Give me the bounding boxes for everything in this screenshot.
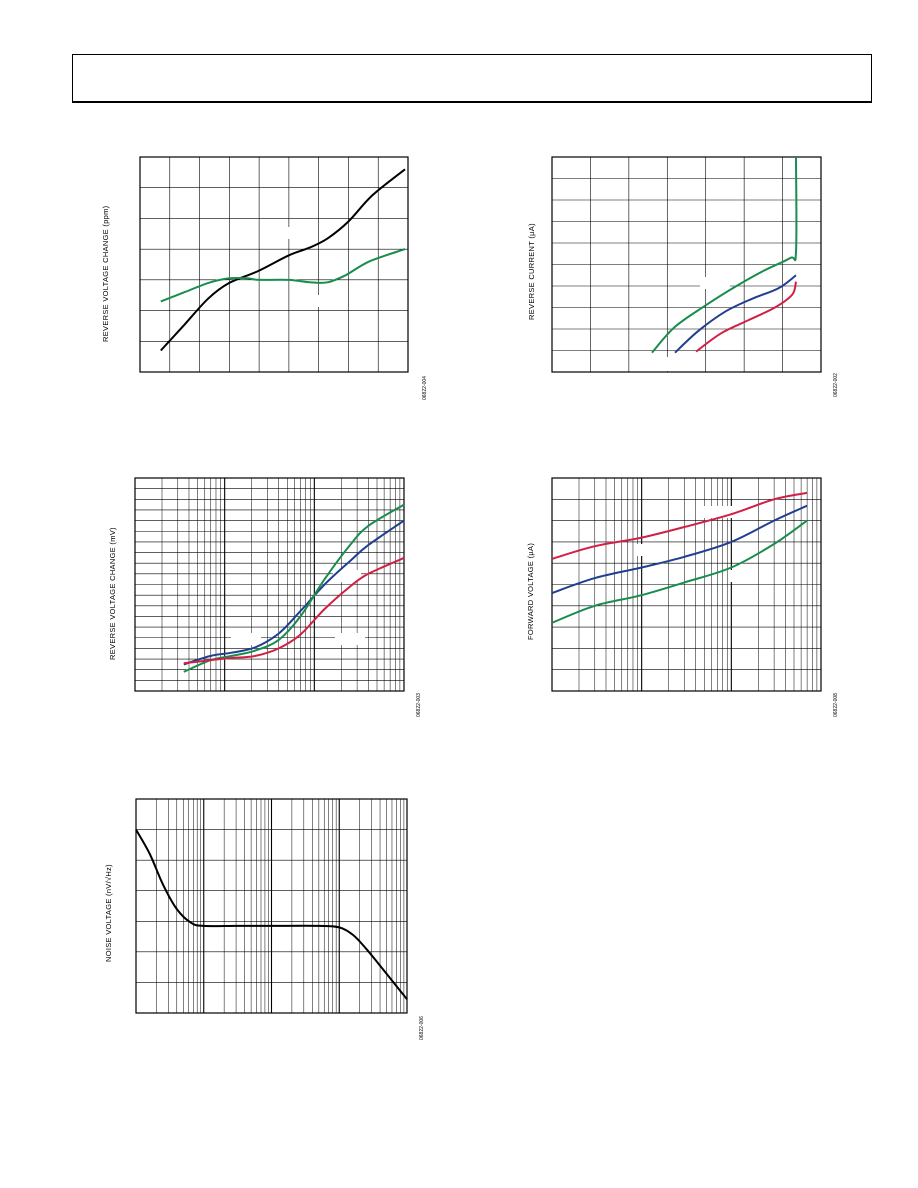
chart4-figure-id: 06822-008 [833, 693, 839, 717]
label-box-blank [700, 277, 730, 289]
series-line-red [551, 491, 808, 560]
chart3-y-axis-label: REVERSE VOLTAGE CHANGE (mV) [108, 527, 117, 660]
label-box-blank [702, 506, 732, 518]
chart5-y-axis-label: NOISE VOLTAGE (nV/√Hz) [104, 864, 113, 962]
plot-grid [552, 478, 821, 691]
chart2-y-axis-label: REVERSE CURRENT (µA) [527, 223, 536, 320]
plot-frame [551, 156, 822, 373]
chart1-y-axis-label: REVERSE VOLTAGE CHANGE (ppm) [101, 205, 110, 342]
label-box-blank [636, 544, 666, 556]
label-box-blank [730, 570, 758, 582]
series-line-blue [551, 504, 808, 594]
series-line-blue [674, 274, 797, 354]
series-line-green [551, 519, 808, 624]
label-box-blank [335, 633, 365, 645]
chart2-figure-id: 06822-002 [833, 373, 839, 397]
label-box-blank [316, 295, 344, 307]
label-box-blank [333, 570, 361, 582]
chart-reverse-current [551, 156, 822, 373]
chart-reverse-voltage-change-ppm [139, 156, 409, 373]
series-line-green [160, 248, 406, 303]
plot-grid [140, 157, 408, 372]
plot-grid [552, 157, 821, 372]
series-line-red [183, 556, 405, 665]
chart-forward-voltage [551, 477, 822, 692]
chart5-figure-id: 06822-006 [419, 1016, 425, 1040]
chart4-y-axis-label: FORWARD VOLTAGE (µA) [526, 542, 535, 640]
series-line-black [135, 829, 408, 1000]
plot-grid [136, 799, 407, 1013]
plot-grid [135, 478, 404, 691]
series-line-green [183, 503, 405, 673]
series-line-black [160, 168, 406, 352]
label-box-blank [284, 227, 312, 239]
plot-frame [135, 798, 408, 1014]
plot-frame [139, 156, 409, 373]
chart-reverse-voltage-change-mv [134, 477, 405, 692]
series-line-blue [183, 519, 405, 666]
page-header-box [72, 54, 872, 103]
chart-noise-voltage [135, 798, 408, 1014]
chart1-figure-id: 06822-004 [422, 376, 428, 400]
plot-frame [551, 477, 822, 692]
label-box-blank [231, 633, 261, 645]
series-line-green [651, 156, 798, 354]
series-line-red [695, 281, 797, 353]
label-box-blank [662, 357, 702, 371]
chart3-figure-id: 06822-003 [416, 693, 422, 717]
plot-frame [134, 477, 405, 692]
